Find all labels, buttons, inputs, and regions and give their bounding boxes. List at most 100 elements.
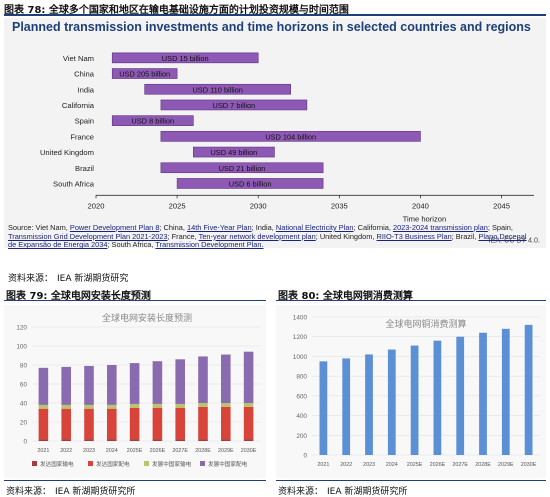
source-separator-3: ; Spain, xyxy=(487,223,513,232)
stacked-bar-segment xyxy=(107,439,117,441)
copper-x-tick-label: 2028E xyxy=(475,462,491,468)
copper-y-tick-label: 200 xyxy=(296,433,307,440)
figure80-caption: 图表 80: 全球电网铜消费测算 xyxy=(278,291,413,302)
stacked-y-tick-label: 120 xyxy=(16,325,27,332)
stacked-bar-segment xyxy=(129,439,140,441)
stacked-bar-segment xyxy=(243,351,254,403)
source-link-0[interactable]: Power Development Plan 8 xyxy=(69,223,160,232)
gantt-category-label: Spain xyxy=(75,117,94,126)
gantt-range-bar xyxy=(176,178,324,189)
gantt-category-label: France xyxy=(70,132,94,141)
stacked-bar-segment xyxy=(152,403,163,408)
gantt-x-tick-label: 2025 xyxy=(169,201,186,210)
stacked-bar-segment xyxy=(152,407,163,440)
figure79-caption: 图表 79: 全球电网安装长度预测 xyxy=(6,291,151,302)
source-separator-1: ; India, xyxy=(251,223,276,232)
copper-x-tick-label: 2029E xyxy=(498,462,514,468)
stacked-legend-label: 发展中国家配电 xyxy=(208,460,248,468)
gantt-bar-label: USD 205 billion xyxy=(119,70,170,79)
stacked-legend-label: 发达国家配电 xyxy=(96,460,130,468)
stacked-x-tick-label: 2026E xyxy=(150,448,166,454)
copper-bar xyxy=(456,336,465,455)
gantt-bar-label: USD 8 billion xyxy=(131,117,174,126)
stacked-bar-segment xyxy=(243,403,254,407)
gantt-bar-label: USD 49 billion xyxy=(210,148,257,157)
stacked-bar-segment xyxy=(107,365,117,405)
source-note-prefix: Source: Viet Nam, xyxy=(8,223,70,232)
stacked-chart-panel: 全球电网安装长度预测 0 20 40 60 80 100 120 2021 2022 2023 202… xyxy=(4,305,266,478)
source-link-6[interactable]: RIIO-T3 Business Plan xyxy=(376,231,452,241)
copper-y-tick-label: 400 xyxy=(296,413,307,420)
copper-bar xyxy=(410,345,419,455)
stacked-x-tick-label: 2022 xyxy=(60,448,72,454)
copper-y-tick-label: 0 xyxy=(303,453,307,460)
stacked-y-tick-label: 40 xyxy=(20,401,28,408)
gantt-chart-panel: Planned transmission investments and tim… xyxy=(4,18,546,248)
gantt-x-tick-label: 2040 xyxy=(412,201,429,210)
copper-x-tick-label: 2024 xyxy=(386,462,398,468)
source-link-7[interactable]: Plano Decenal de Expansão de Energia 203… xyxy=(8,231,527,250)
source-link-5[interactable]: Ten-year network development plan xyxy=(198,231,316,241)
copper-bar xyxy=(479,332,487,455)
gantt-category-label: Brazil xyxy=(75,164,94,173)
figure80-source-org: IEA 新湖期货研究所 xyxy=(327,487,408,497)
stacked-bar-segment xyxy=(38,404,49,409)
figure78-source-org: IEA 新湖期货研究 xyxy=(57,274,129,284)
stacked-bar-segment xyxy=(84,365,94,405)
stacked-bar-segment xyxy=(38,367,49,405)
stacked-legend-swatch xyxy=(32,461,37,466)
gantt-category-label: Viet Nam xyxy=(63,54,94,63)
stacked-bar-chart: 全球电网安装长度预测 0 20 40 60 80 100 120 2021 2022 2023 202… xyxy=(16,312,260,468)
gantt-credit: IEA. CC BY 4.0. xyxy=(489,235,540,244)
source-link-4[interactable]: Transmission Grid Development Plan 2021-… xyxy=(8,231,168,241)
source-link-1[interactable]: 14th Five-Year Plan xyxy=(186,223,252,232)
stacked-bar-segment xyxy=(61,439,71,441)
gantt-chart: Planned transmission investments and tim… xyxy=(12,20,540,244)
gantt-x-tick-label: 2045 xyxy=(493,201,510,210)
stacked-y-tick-label: 60 xyxy=(20,382,28,389)
stacked-bar-segment xyxy=(175,403,185,408)
gantt-range-bar xyxy=(160,99,308,111)
stacked-x-tick-label: 2025E xyxy=(127,448,143,454)
stacked-legend-label: 发展中国家输电 xyxy=(152,460,192,468)
gantt-title: Planned transmission investments and tim… xyxy=(12,20,531,34)
source-link-2[interactable]: National Electricity Plan xyxy=(275,223,354,232)
copper-y-tick-label: 1400 xyxy=(293,315,308,322)
stacked-bar-segment xyxy=(221,439,231,441)
copper-bar xyxy=(319,361,328,455)
stacked-bar-segment xyxy=(107,404,117,409)
source-separator-2: ; California, xyxy=(353,223,393,232)
copper-x-tick-label: 2025E xyxy=(407,462,423,468)
copper-bar xyxy=(365,354,373,455)
stacked-x-tick-label: 2027E xyxy=(172,448,188,454)
stacked-bar-segment xyxy=(61,408,71,440)
gantt-category-label: South Africa xyxy=(53,179,95,188)
figure78-source: 资料来源： IEA 新湖期货研究 xyxy=(8,271,128,284)
copper-x-tick-label: 2022 xyxy=(340,462,352,468)
figure79-bottom-rule xyxy=(4,480,266,481)
gantt-category-label: California xyxy=(62,101,95,110)
gantt-category-label: United Kingdom xyxy=(40,148,94,157)
figure80-bottom-rule xyxy=(276,480,546,481)
stacked-bar-segment xyxy=(38,408,49,440)
stacked-bar-segment xyxy=(84,404,94,409)
figure78-top-rule xyxy=(4,14,546,16)
stacked-bar-segment xyxy=(107,408,117,440)
copper-bar-chart: 全球电网铜消费测算 0 200 400 600 800 1000 1200 1400 2021 20… xyxy=(293,315,540,468)
figure78-caption: 图表 78: 全球多个国家和地区在输电基础设施方面的计划投资规模与时间范围 xyxy=(4,5,349,16)
gantt-range-bar xyxy=(160,131,421,142)
copper-x-tick-label: 2030E xyxy=(521,462,537,468)
source-link-3[interactable]: 2023-2024 transmission plan xyxy=(392,223,488,232)
copper-bar xyxy=(524,324,533,455)
gantt-bar-label: USD 104 billion xyxy=(265,132,316,141)
gantt-bar-label: USD 7 billion xyxy=(213,101,256,110)
gantt-x-axis-label: Time horizon xyxy=(403,214,447,223)
gantt-range-bar xyxy=(193,146,275,158)
copper-x-tick-label: 2026E xyxy=(430,462,446,468)
stacked-legend-swatch xyxy=(144,461,149,466)
source-link-8[interactable]: Transmission Development Plan. xyxy=(155,240,264,250)
source-separator-0: ; China, xyxy=(159,223,187,232)
stacked-bar-segment xyxy=(198,403,208,407)
stacked-bar-segment xyxy=(175,359,185,404)
stacked-y-tick-label: 20 xyxy=(20,420,28,427)
